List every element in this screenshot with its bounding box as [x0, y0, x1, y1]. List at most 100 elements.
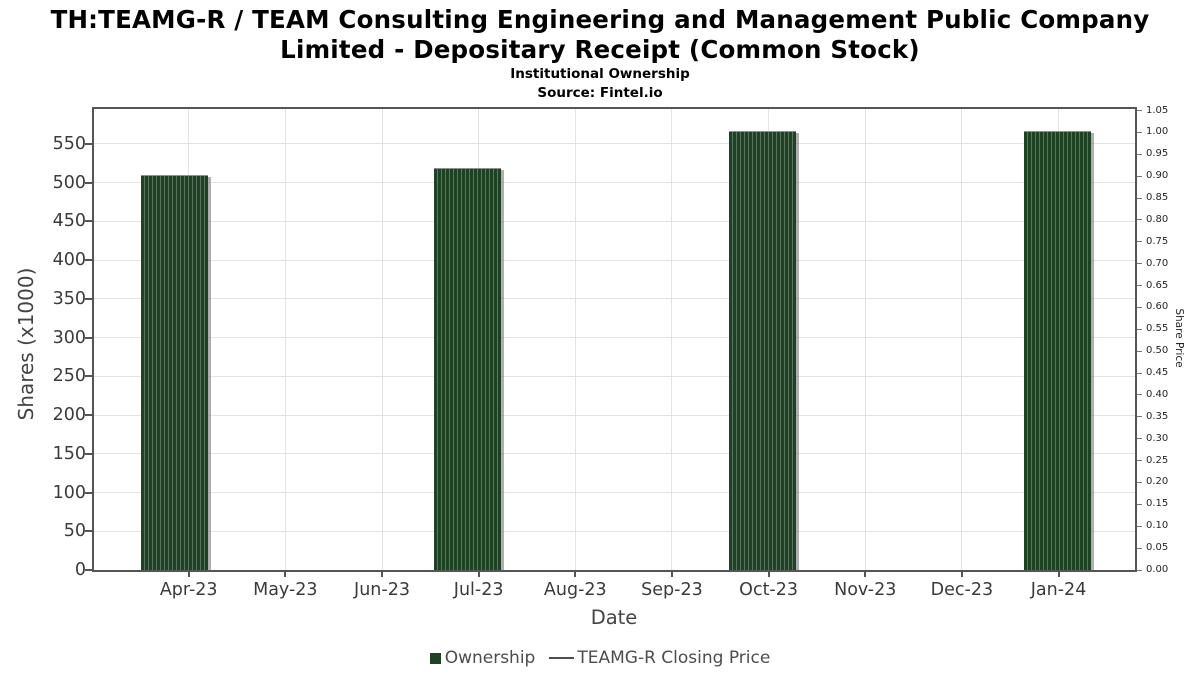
y-tick-right: [1137, 350, 1142, 352]
v-gridline: [284, 109, 286, 570]
legend-price-line-swatch: [549, 656, 575, 660]
h-gridline: [94, 492, 1135, 494]
y-tick-right: [1137, 525, 1142, 527]
x-tick-label: Jan-24: [1030, 580, 1087, 600]
y-tick-label-right: 1.00: [1146, 126, 1169, 138]
v-gridline: [864, 109, 866, 570]
h-gridline: [94, 530, 1135, 532]
h-gridline: [94, 182, 1135, 184]
ownership-bar[interactable]: [729, 131, 796, 570]
y-tick-right: [1137, 460, 1142, 462]
y-tick-label-right: 0.50: [1146, 345, 1169, 357]
chart-subtitle: Institutional Ownership: [510, 66, 690, 82]
y-tick-right: [1137, 197, 1142, 199]
h-gridline: [94, 337, 1135, 339]
y-tick-right: [1137, 175, 1142, 177]
chart-source: Source: Fintel.io: [537, 85, 663, 101]
y-tick-right: [1137, 131, 1142, 133]
y-tick-label-right: 0.30: [1146, 432, 1169, 444]
h-gridline: [94, 143, 1135, 145]
y-tick-right: [1137, 569, 1142, 571]
y-tick-label-right: 0.55: [1146, 323, 1169, 335]
v-gridline: [671, 109, 673, 570]
y-tick-label-left: 200: [52, 405, 86, 426]
x-tick: [767, 572, 770, 577]
ownership-bar[interactable]: [140, 175, 208, 570]
y-tick-left: [85, 181, 92, 184]
y-tick-label-left: 500: [52, 172, 86, 193]
x-tick-label: May-23: [253, 580, 318, 600]
ownership-bar[interactable]: [1024, 131, 1092, 570]
x-tick-label: Jun-23: [354, 580, 410, 600]
y-tick-right: [1137, 416, 1142, 418]
y-tick-label-right: 0.05: [1146, 542, 1169, 554]
x-tick-label: Aug-23: [543, 580, 607, 600]
y-tick-label-right: 0.60: [1146, 301, 1169, 313]
y-tick-right: [1137, 481, 1142, 483]
y-tick-label-right: 1.05: [1146, 104, 1169, 116]
y-tick-label-right: 0.45: [1146, 367, 1169, 379]
x-tick-label: Oct-23: [739, 580, 799, 600]
y-tick-left: [85, 569, 92, 571]
y-tick-right: [1137, 438, 1142, 440]
y-tick-right: [1137, 241, 1142, 243]
y-tick-label-right: 0.70: [1146, 257, 1169, 269]
chart-title-line1: TH:TEAMG-R / TEAM Consulting Engineering…: [50, 5, 1150, 34]
legend: Ownership TEAMG-R Closing Price: [0, 647, 1200, 669]
y-tick-label-right: 0.95: [1146, 148, 1169, 160]
v-gridline: [574, 109, 576, 570]
y-tick-right: [1137, 306, 1142, 308]
y-tick-label-left: 550: [52, 133, 86, 154]
y-tick-label-left: 150: [52, 443, 86, 464]
x-tick: [864, 572, 867, 577]
y-tick-left: [85, 259, 92, 262]
y-tick-left: [85, 297, 92, 300]
x-tick: [284, 572, 287, 577]
v-gridline: [961, 109, 963, 570]
x-tick: [574, 572, 577, 577]
y-tick-label-right: 0.90: [1146, 170, 1169, 182]
x-tick-label: Jul-23: [453, 580, 504, 600]
h-gridline: [94, 220, 1135, 222]
plot-area: [92, 107, 1137, 572]
x-tick-label: Nov-23: [834, 580, 897, 600]
h-gridline: [94, 375, 1135, 377]
y-tick-label-left: 350: [52, 288, 86, 309]
x-tick: [477, 572, 480, 577]
x-axis-label: Date: [590, 606, 638, 629]
y-tick-label-right: 0.15: [1146, 498, 1169, 510]
ownership-bar[interactable]: [434, 168, 502, 570]
y-tick-label-left: 100: [52, 482, 86, 503]
y-tick-label-right: 0.25: [1146, 454, 1169, 466]
h-gridline: [94, 298, 1135, 300]
y-tick-right: [1137, 263, 1142, 265]
y-tick-label-left: 400: [52, 250, 86, 271]
y-tick-right: [1137, 219, 1142, 221]
y-axis-label-right: Share Price: [1173, 308, 1185, 368]
h-gridline: [94, 453, 1135, 455]
y-tick-right: [1137, 547, 1142, 549]
v-gridline: [381, 109, 383, 570]
y-tick-right: [1137, 110, 1142, 112]
legend-price-label: TEAMG-R Closing Price: [577, 648, 771, 668]
x-tick: [381, 572, 383, 577]
y-tick-label-right: 0.65: [1146, 279, 1169, 291]
y-tick-left: [85, 530, 92, 533]
y-tick-label-left: 450: [52, 211, 86, 232]
y-tick-label-right: 0.85: [1146, 192, 1169, 204]
y-tick-left: [85, 452, 92, 455]
y-tick-label-left: 50: [63, 521, 86, 542]
y-tick-left: [85, 375, 92, 378]
chart-title-line2: Limited - Depositary Receipt (Common Sto…: [280, 35, 920, 64]
y-tick-label-right: 0.20: [1146, 476, 1169, 488]
legend-ownership-swatch: [429, 652, 441, 664]
x-tick: [187, 572, 190, 577]
x-tick-label: Dec-23: [930, 580, 994, 600]
y-tick-label-left: 0: [74, 560, 86, 580]
x-tick: [960, 572, 963, 577]
y-tick-right: [1137, 328, 1142, 330]
y-tick-label-right: 0.40: [1146, 388, 1169, 400]
y-tick-left: [85, 414, 92, 417]
y-tick-left: [85, 336, 92, 339]
